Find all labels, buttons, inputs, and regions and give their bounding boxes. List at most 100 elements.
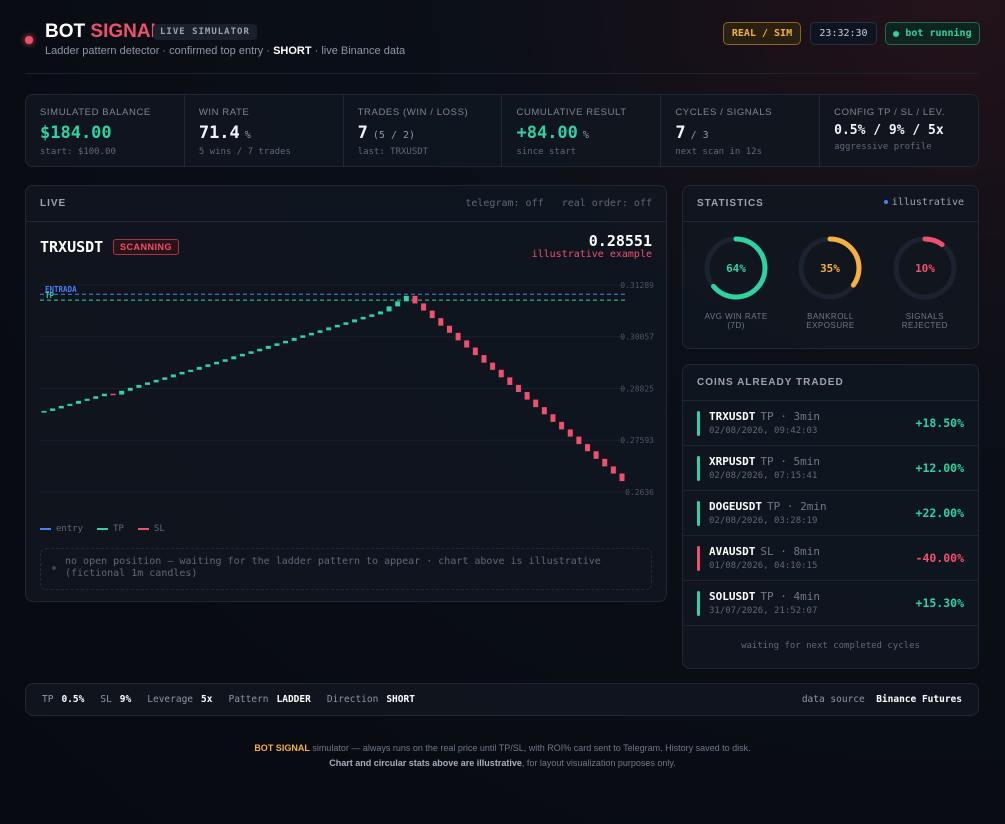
status-dot [893, 30, 900, 37]
legend-text: TP [113, 524, 124, 534]
candle [360, 316, 366, 320]
coin-detail: TP · 3min [760, 410, 820, 423]
kpi-value-row: 0.5% / 9% / 5x [834, 123, 964, 138]
coin-row: DOGEUSDT TP · 2min 02/08/2026, 03:28:19 +22… [683, 491, 978, 536]
gauge: 35% BANKROLL EXPOSURE [785, 234, 875, 330]
candle [274, 343, 280, 346]
kpi-unit: % [582, 130, 589, 141]
candle [498, 369, 504, 378]
candle [421, 303, 427, 311]
bar-items: TP 0.5% SL 9% Leverage 5x Pattern LADDER Directi… [42, 694, 415, 705]
coin-pnl: -40.00% [915, 551, 964, 565]
candle [455, 332, 461, 341]
source-value: Binance Futures [876, 694, 962, 705]
status-pill: bot running [885, 22, 980, 45]
bar-value: 5x [201, 694, 213, 705]
bar-value: SHORT [386, 694, 415, 705]
panel-title: LIVE [40, 198, 67, 209]
kpi-card: CYCLES / SIGNALS 7 / 3 next scan in 12s [660, 95, 819, 166]
candle [343, 322, 349, 325]
candle [602, 458, 608, 467]
coin-pnl: +18.50% [915, 416, 964, 430]
subtitle-text: · live Binance data [311, 45, 406, 57]
candle [205, 364, 211, 367]
kpi-value-row: $184.00 [40, 123, 170, 143]
coin-pnl: +12.00% [915, 461, 964, 475]
coin-title: XRPUSDT TP · 5min [709, 455, 820, 468]
bar-item: Direction SHORT [327, 694, 415, 705]
source: data source Binance Futures [802, 694, 962, 705]
candle [481, 355, 487, 363]
kpi-value: 7 [675, 123, 686, 143]
legend-text: SL [153, 524, 165, 534]
y-tick-label: 0.31289 [620, 281, 654, 290]
bar-label: SL [100, 694, 112, 705]
gauge: 10% SIGNALS REJECTED [880, 234, 970, 330]
order-flag: real order: off [561, 198, 652, 209]
bar-item: Leverage 5x [147, 694, 212, 705]
candle [334, 324, 340, 328]
mode-button[interactable]: REAL / SIM [723, 22, 801, 45]
candle [429, 310, 435, 319]
status-text: bot running [905, 28, 972, 39]
source-label: data source [801, 694, 865, 705]
kpi-unit: / 3 [690, 130, 709, 141]
bar-value: 9% [119, 694, 132, 705]
candle [84, 398, 90, 401]
coin-time: 02/08/2026, 09:42:03 [709, 426, 818, 436]
kpi-sub: aggressive profile [834, 142, 932, 152]
candle [412, 295, 418, 304]
candle [515, 384, 521, 393]
y-tick-label: 0.27593 [620, 436, 654, 445]
y-tick-label: 0.2636 [625, 488, 654, 497]
gauge-ring: 64% [704, 236, 768, 300]
coin-title: AVAUSDT SL · 8min [709, 545, 820, 558]
candle [576, 436, 582, 445]
candle [490, 362, 496, 370]
candle [257, 348, 263, 352]
coin-time: 31/07/2026, 21:52:07 [709, 606, 818, 616]
candle [308, 332, 314, 336]
kpi-value: +84.00 [516, 123, 578, 143]
entry-label: ENTRADA [45, 285, 77, 294]
kpi-card: TRADES (WIN / LOSS) 7 (5 / 2) last: TRXUSDT [342, 95, 502, 166]
notice-dot [52, 566, 56, 570]
coin-row: AVAUSDT SL · 8min 01/08/2026, 04:10:15 -40.… [683, 536, 978, 581]
kpi-sub: 5 wins / 7 trades [198, 147, 291, 157]
candle [317, 330, 323, 333]
candle [231, 356, 237, 360]
coin-symbol: SOLUSDT [709, 590, 756, 603]
footer-brand: BOT SIGNAL [254, 743, 310, 753]
coin-time: 02/08/2026, 03:28:19 [709, 516, 818, 526]
kpi-label: CONFIG TP / SL / LEV. [834, 107, 945, 118]
footer-line: Chart and circular stats above are illus… [0, 756, 1005, 771]
coin-title: TRXUSDT TP · 3min [709, 410, 820, 423]
candle [127, 387, 133, 391]
status-dot [25, 36, 33, 44]
gauge-value: 35% [821, 262, 841, 275]
bar-item: TP 0.5% [42, 694, 84, 705]
candle [326, 327, 332, 331]
kpi-unit: (5 / 2) [372, 130, 416, 141]
tag-text: illustrative [891, 197, 964, 208]
candle [464, 340, 470, 348]
subtitle-text: Ladder pattern detector · confirmed top … [45, 45, 274, 57]
symbol: TRXUSDT [40, 238, 104, 256]
candle [93, 396, 99, 399]
legend-text: entry [56, 524, 84, 534]
kpi-value: 0.5% / 9% / 5x [834, 123, 944, 138]
gauge-label: SIGNALS REJECTED [901, 312, 948, 330]
candle [196, 366, 202, 370]
candle [507, 377, 513, 385]
candle [567, 429, 573, 437]
coin-bar [697, 411, 700, 436]
gauge-value: 64% [726, 262, 746, 275]
candle [619, 473, 625, 482]
gauge-label: BANKROLL EXPOSURE [806, 312, 855, 330]
panel-title: STATISTICS [697, 198, 764, 209]
footer-text: , for layout visualization purposes only… [521, 758, 676, 768]
candle [403, 295, 409, 302]
candle [283, 340, 289, 344]
candle [593, 451, 599, 459]
kpi-value: 71.4 [198, 123, 240, 143]
